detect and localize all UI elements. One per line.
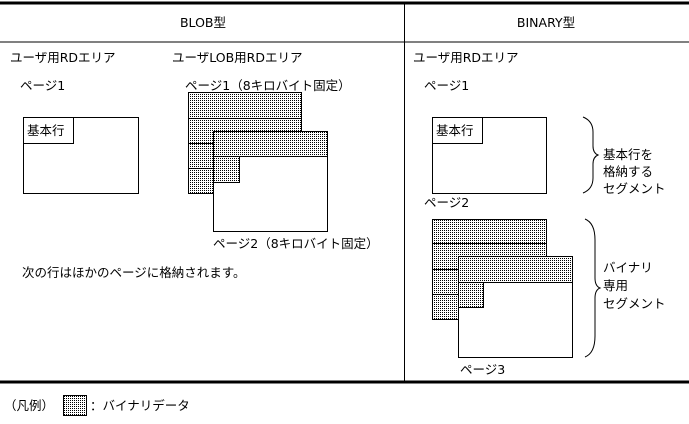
segment1-line3: セグメント (603, 181, 666, 196)
segment2-line1: バイナリ (603, 260, 653, 275)
legend-label: ：バイナリデータ (90, 398, 190, 413)
binary-base-row-label: 基本行 (436, 123, 474, 138)
blob-page1-label: ページ1 (20, 78, 65, 93)
segment2-line2: 専用 (603, 278, 628, 293)
blob-note: 次の行はほかのページに格納されます。 (22, 265, 246, 280)
binary-base-row (432, 117, 483, 144)
segment2-brace (584, 218, 602, 358)
lob-page2 (213, 131, 328, 232)
binary-page2-label: ページ2 (424, 195, 469, 210)
segment1-line2: 格納する (603, 164, 653, 179)
blob-user-area-label: ユーザ用RDエリア (10, 50, 116, 65)
segment2-line3: セグメント (603, 296, 666, 311)
blob-base-row (23, 117, 74, 144)
legend-prefix: （凡例） (4, 398, 54, 413)
binary-user-area-label: ユーザ用RDエリア (413, 50, 519, 65)
header-blob: BLOB型 (180, 15, 226, 30)
blob-base-row-label: 基本行 (27, 123, 65, 138)
legend-swatch (63, 395, 87, 416)
segment1-line1: 基本行を (603, 147, 653, 162)
lob-page1-label: ページ1（8キロバイト固定） (185, 78, 351, 93)
blob-lob-area-label: ユーザLOB用RDエリア (172, 50, 303, 65)
lob-page2-label: ページ2（8キロバイト固定） (213, 236, 379, 251)
segment1-brace (582, 116, 600, 194)
header-binary: BINARY型 (517, 15, 575, 30)
binary-page1-label: ページ1 (424, 78, 469, 93)
binary-page3-label: ページ3 (460, 362, 505, 377)
binary-page3 (458, 256, 573, 358)
